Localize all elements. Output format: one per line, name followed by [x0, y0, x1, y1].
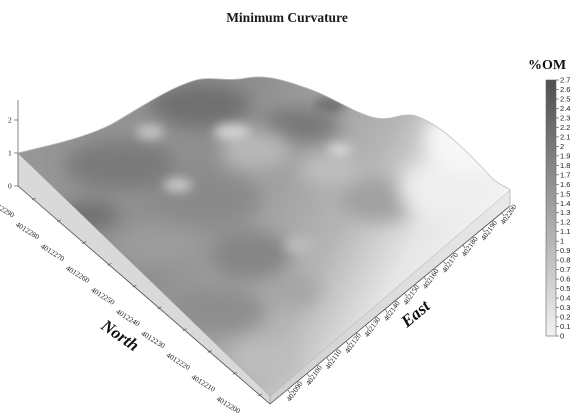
north-tick-label: 4012280	[14, 220, 41, 242]
legend-tick-label: 1.9	[560, 151, 570, 160]
north-tick-label: 4012200	[215, 394, 242, 414]
east-tick-mark	[385, 309, 388, 313]
east-tick-mark	[346, 341, 349, 345]
legend-tick-label: 0.1	[560, 322, 570, 331]
surface-outline	[17, 76, 511, 191]
z-tick-label: 2	[8, 116, 12, 125]
legend-tick-label: 2.7	[560, 76, 570, 85]
east-tick-mark	[462, 245, 466, 249]
north-tick-label: 4012210	[190, 372, 217, 394]
north-tick-label: 4012230	[140, 329, 167, 351]
north-tick-label: 4012260	[64, 263, 91, 285]
east-axis-line	[269, 205, 511, 405]
east-tick-mark	[443, 261, 446, 265]
legend-tick-label: 2.1	[560, 132, 570, 141]
legend-tick-label: 1.1	[560, 227, 570, 236]
north-axis-line	[17, 185, 271, 405]
north-tick-mark	[157, 306, 162, 310]
legend-tick-label: 2	[560, 142, 564, 151]
north-tick-label: 4012220	[165, 351, 192, 373]
legend-tick-label: 2.6	[560, 85, 570, 94]
east-tick-mark	[423, 277, 427, 281]
north-tick-mark	[132, 284, 137, 288]
legend-tick-label: 1.5	[560, 189, 570, 198]
north-tick-mark	[232, 371, 238, 375]
east-tick-mark	[307, 373, 310, 378]
north-tick-mark	[82, 241, 87, 244]
legend-title: %OM	[528, 58, 566, 73]
east-tick-mark	[365, 325, 369, 329]
legend-tick-label: 2.2	[560, 123, 570, 132]
legend-tick-label: 0.2	[560, 313, 570, 322]
legend-tick-label: 1.7	[560, 170, 570, 179]
legend-ticks: 2.72.62.52.42.32.22.121.91.81.71.61.51.4…	[556, 76, 570, 341]
legend-tick-label: 1.8	[560, 161, 570, 170]
legend-tick-label: 0.3	[560, 303, 570, 312]
chart-title: Minimum Curvature	[226, 10, 348, 25]
legend-tick-label: 2.5	[560, 94, 570, 103]
legend-tick-label: 0.6	[560, 275, 570, 284]
legend-tick-label: 0.5	[560, 284, 570, 293]
z-tick-label: 0	[8, 182, 12, 191]
legend-tick-label: 1	[560, 237, 564, 246]
east-tick-mark	[326, 357, 330, 361]
east-tick-mark	[287, 389, 291, 394]
north-tick-mark	[182, 328, 187, 331]
north-tick-mark	[207, 350, 212, 353]
legend-tick-label: 1.6	[560, 180, 570, 189]
east-tick-mark	[482, 228, 485, 233]
legend-colorbar	[545, 79, 557, 337]
legend-tick-label: 0.7	[560, 265, 570, 274]
east-tick-mark	[501, 212, 505, 217]
north-tick-mark	[257, 393, 263, 397]
north-tick-label: 4012290	[0, 198, 16, 220]
legend-tick-label: 1.2	[560, 218, 570, 227]
north-tick-mark	[56, 219, 62, 223]
z-axis-ticks: 0 1 2	[8, 116, 18, 191]
north-tick-mark	[31, 197, 37, 201]
legend-tick-label: 2.4	[560, 104, 570, 113]
legend-tick-label: 1.3	[560, 208, 570, 217]
legend-tick-label: 0.8	[560, 256, 570, 265]
legend-tick-label: 1.4	[560, 199, 570, 208]
north-tick-label: 4012270	[39, 242, 66, 264]
z-tick-label: 1	[8, 149, 12, 158]
legend-tick-label: 0	[560, 332, 564, 341]
north-tick-mark	[107, 263, 112, 266]
east-tick-mark	[404, 293, 407, 297]
legend-tick-label: 0.9	[560, 246, 570, 255]
legend-tick-label: 0.4	[560, 294, 570, 303]
north-tick-label: 4012250	[89, 285, 116, 307]
legend-tick-label: 2.3	[560, 113, 570, 122]
